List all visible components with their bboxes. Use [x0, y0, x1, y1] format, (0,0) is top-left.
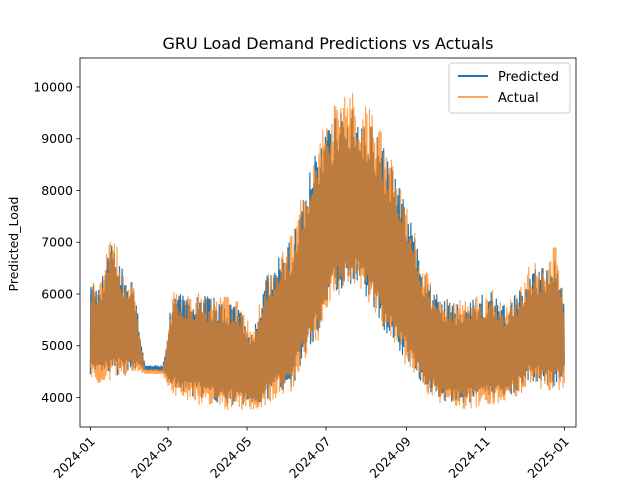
legend-label-actual: Actual: [498, 91, 539, 106]
chart-title: GRU Load Demand Predictions vs Actuals: [163, 34, 494, 53]
series-layer: [89, 92, 565, 410]
series-line-actual: [89, 92, 565, 410]
y-tick-label: 7000: [41, 235, 73, 250]
x-tick-label: 2024-05: [207, 434, 255, 480]
legend-label-predicted: Predicted: [498, 70, 559, 85]
y-tick-label: 10000: [33, 79, 73, 94]
y-axis-label: Predicted_Load: [6, 197, 21, 292]
x-tick-label: 2024-03: [128, 434, 176, 480]
x-tick-label: 2024-01: [50, 434, 98, 480]
x-tick-label: 2024-09: [366, 434, 414, 480]
y-tick-label: 4000: [41, 390, 73, 405]
legend: Predicted Actual: [448, 62, 571, 114]
y-tick-label: 6000: [41, 286, 73, 301]
y-tick-label: 9000: [41, 131, 73, 146]
x-tick-label: 2025-01: [524, 434, 572, 480]
y-tick-label: 8000: [41, 183, 73, 198]
x-tick-label: 2024-11: [445, 434, 493, 480]
x-tick-label: 2024-07: [286, 434, 334, 480]
y-tick-label: 5000: [41, 338, 73, 353]
